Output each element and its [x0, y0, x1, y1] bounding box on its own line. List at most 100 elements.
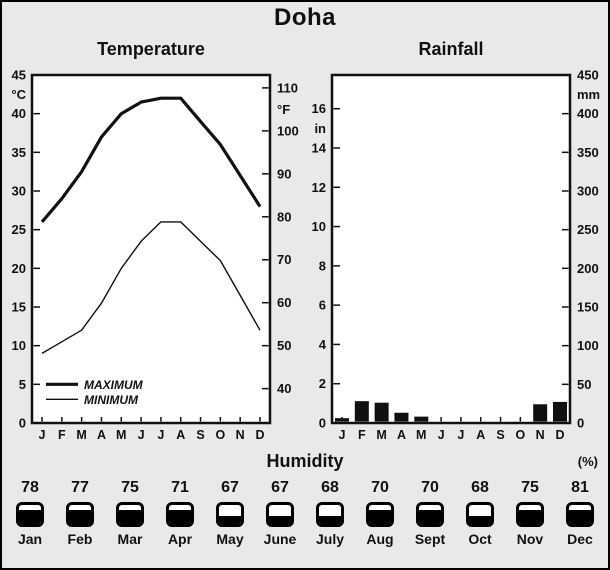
humidity-month-label: Apr	[167, 531, 193, 547]
humidity-column: 67 June	[255, 478, 305, 547]
month-tick-label: A	[97, 428, 106, 442]
humidity-gauge-icon	[516, 502, 544, 527]
celsius-tick-label: 5	[19, 377, 26, 392]
humidity-column: 67 May	[205, 478, 255, 547]
mm-tick-label: 250	[577, 222, 599, 237]
month-tick-label: J	[157, 428, 164, 442]
fahrenheit-unit-label: °F	[277, 102, 290, 117]
humidity-gauge-icon	[416, 502, 444, 527]
month-tick-label: N	[536, 428, 545, 442]
mm-tick-label: 300	[577, 184, 599, 199]
month-tick-label: J	[339, 428, 346, 442]
humidity-gauge-icon	[66, 502, 94, 527]
rainfall-plot-box	[330, 73, 572, 425]
humidity-value: 67	[221, 479, 239, 496]
humidity-month-label: Feb	[67, 531, 93, 547]
celsius-tick-label: 25	[12, 222, 26, 237]
humidity-month-label: May	[216, 531, 244, 547]
humidity-column: 71 Apr	[155, 478, 205, 547]
mm-tick-label: 0	[577, 416, 584, 431]
humidity-value: 81	[571, 479, 589, 496]
humidity-column: 75 Mar	[105, 478, 155, 547]
humidity-value: 75	[121, 479, 139, 496]
month-tick-label: J	[39, 428, 46, 442]
humidity-gauge-icon	[116, 502, 144, 527]
rain-bar	[394, 412, 409, 422]
humidity-value: 68	[471, 479, 489, 496]
rain-bar	[553, 401, 567, 422]
celsius-tick-label: 30	[12, 184, 26, 199]
month-tick-label: O	[215, 428, 225, 442]
humidity-month-label: July	[315, 531, 344, 547]
rain-bar	[354, 401, 369, 422]
mm-tick-label: 50	[577, 377, 591, 392]
temperature-chart-title: Temperature	[97, 39, 205, 59]
humidity-gauge-icon	[16, 502, 44, 527]
fahrenheit-tick-label: 80	[277, 209, 291, 224]
mm-tick-label: 450	[577, 68, 599, 83]
month-tick-label: M	[76, 428, 86, 442]
celsius-tick-label: 45	[12, 68, 26, 83]
celsius-tick-label: 40	[12, 106, 26, 121]
humidity-column: 70 Sept	[405, 478, 455, 547]
fahrenheit-tick-label: 40	[277, 381, 291, 396]
fahrenheit-tick-label: 70	[277, 252, 291, 267]
inch-tick-label: 12	[312, 180, 326, 195]
mm-tick-label: 350	[577, 145, 599, 160]
month-tick-label: J	[457, 428, 464, 442]
mm-tick-label: 200	[577, 261, 599, 276]
month-tick-label: J	[138, 428, 145, 442]
inch-tick-label: 16	[312, 101, 326, 116]
rain-bar	[374, 402, 389, 422]
celsius-unit-label: °C	[11, 87, 26, 102]
humidity-value: 77	[71, 479, 89, 496]
temperature-plot-box	[30, 73, 272, 425]
month-tick-label: F	[58, 428, 66, 442]
celsius-tick-label: 20	[12, 261, 26, 276]
month-tick-label: M	[376, 428, 386, 442]
humidity-month-label: Oct	[468, 531, 492, 547]
humidity-value: 70	[371, 479, 389, 496]
humidity-gauge-icon	[216, 502, 244, 527]
humidity-gauge-icon	[316, 502, 344, 527]
humidity-value: 78	[21, 479, 39, 496]
mm-unit-label: mm	[577, 87, 600, 102]
humidity-month-label: June	[263, 531, 297, 547]
humidity-value: 68	[321, 479, 339, 496]
month-tick-label: J	[438, 428, 445, 442]
rain-bar	[335, 418, 349, 422]
celsius-tick-label: 0	[19, 416, 26, 431]
celsius-tick-label: 35	[12, 145, 26, 160]
humidity-gauge-icon	[466, 502, 494, 527]
month-tick-label: D	[555, 428, 564, 442]
humidity-month-label: Jan	[17, 531, 43, 547]
inch-tick-label: 14	[312, 141, 327, 156]
month-tick-label: F	[358, 428, 366, 442]
humidity-month-label: Nov	[516, 531, 544, 547]
humidity-column: 78 Jan	[5, 478, 55, 547]
humidity-value: 71	[171, 479, 189, 496]
month-tick-label: M	[116, 428, 126, 442]
humidity-gauge-icon	[366, 502, 394, 527]
month-tick-label: A	[397, 428, 406, 442]
mm-tick-label: 100	[577, 338, 599, 353]
month-tick-label: D	[255, 428, 264, 442]
month-tick-label: S	[196, 428, 204, 442]
month-tick-label: N	[236, 428, 245, 442]
month-tick-label: A	[176, 428, 185, 442]
month-tick-label: S	[496, 428, 504, 442]
humidity-column: 70 Aug	[355, 478, 405, 547]
humidity-unit-label: (%)	[577, 454, 598, 469]
humidity-column: 81 Dec	[555, 478, 605, 547]
humidity-gauge-icon	[566, 502, 594, 527]
legend-min-label: MINIMUM	[84, 393, 139, 407]
celsius-tick-label: 15	[12, 300, 26, 315]
rain-bar	[414, 416, 429, 422]
humidity-value: 70	[421, 479, 439, 496]
humidity-value: 75	[521, 479, 539, 496]
humidity-row: 78 Jan 77 Feb 75 Mar 71 Apr 67 May 67 June 68 July 70 A…	[5, 478, 605, 547]
inch-tick-label: 4	[319, 337, 327, 352]
page-title: Doha	[274, 4, 336, 31]
